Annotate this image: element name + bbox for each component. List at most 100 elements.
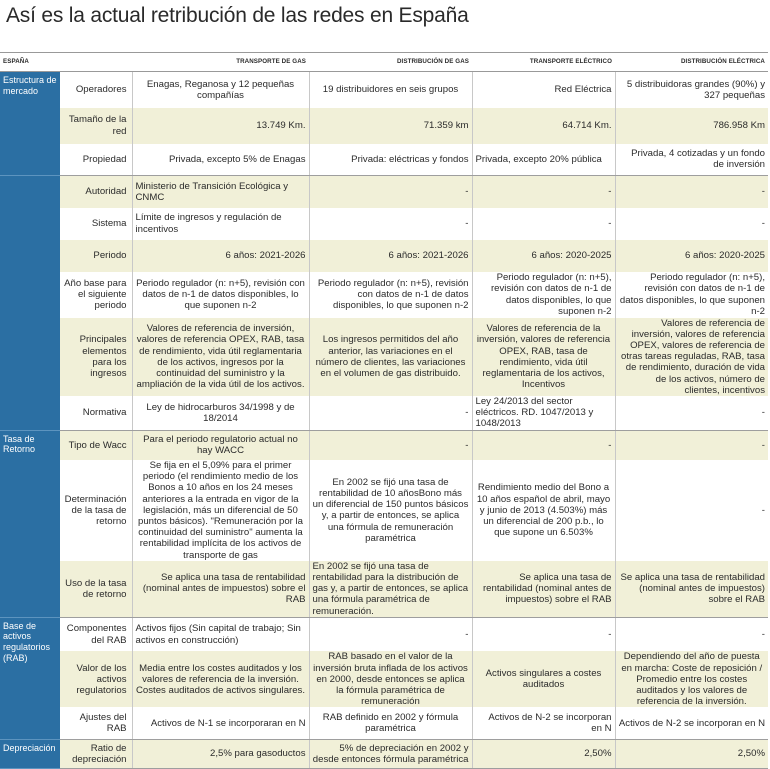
table-header: España Transporte de gas Distribución de… bbox=[0, 52, 768, 72]
value-cell: Se aplica una tasa de rentabilidad (nomi… bbox=[132, 560, 310, 618]
value-cell: Periodo regulador (n: n+5), revisión con… bbox=[615, 271, 768, 318]
value-cell: Activos fijos (Sin capital de trabajo; S… bbox=[132, 617, 310, 652]
retribution-table: España Transporte de gas Distribución de… bbox=[0, 52, 768, 769]
value-cell: - bbox=[309, 395, 473, 431]
row-label: Ajustes del RAB bbox=[60, 707, 133, 740]
value-cell: Privada, excepto 5% de Enagas bbox=[132, 143, 310, 176]
row-label: Uso de la tasa de retorno bbox=[60, 560, 133, 618]
row-label: Determinación de la tasa de retorno bbox=[60, 460, 133, 561]
header-power-transport: Transporte eléctrico bbox=[472, 52, 615, 72]
value-cell: 6 años: 2020-2025 bbox=[472, 239, 616, 272]
value-cell: 2,50% bbox=[615, 739, 768, 769]
value-cell: 6 años: 2020-2025 bbox=[615, 239, 768, 272]
value-cell: Para el periodo regulatorio actual no ha… bbox=[132, 430, 310, 461]
value-cell: Se fija en el 5,09% para el primer perio… bbox=[132, 460, 310, 561]
value-cell: Los ingresos permitidos del año anterior… bbox=[309, 317, 473, 396]
value-cell: Activos de N-1 se incorporaran en N bbox=[132, 707, 310, 740]
value-cell: En 2002 se fijó una tasa de rentabilidad… bbox=[309, 560, 473, 618]
value-cell: 5% de depreciación en 2002 y desde enton… bbox=[309, 739, 473, 769]
table-row: Estructura de mercado Operadores Enagas, R… bbox=[0, 71, 768, 176]
value-cell: - bbox=[309, 207, 473, 240]
value-cell: Activos singulares a costes auditados bbox=[472, 651, 616, 708]
value-cell: Ley 24/2013 del sector eléctricos. RD. 1… bbox=[472, 395, 616, 431]
value-cell: - bbox=[615, 430, 768, 461]
table-row: Propiedad Privada, excepto 5% de Enagas Pr… bbox=[0, 143, 768, 176]
category-cell: Base de activos regulatorios (RAB) bbox=[0, 617, 60, 740]
value-cell: 19 distribuidores en seis grupos bbox=[309, 71, 473, 108]
row-label: Ratio de depreciación bbox=[60, 739, 133, 769]
value-cell: Activos de N-2 se incorporan en N bbox=[615, 707, 768, 740]
row-label: Propiedad bbox=[60, 143, 133, 176]
header-blank bbox=[60, 52, 132, 72]
value-cell: Ley de hidrocarburos 34/1998 y de 18/201… bbox=[132, 395, 310, 431]
value-cell: Privada, 4 cotizadas y un fondo de inver… bbox=[615, 143, 768, 176]
value-cell: En 2002 se fijó una tasa de rentabilidad… bbox=[309, 460, 473, 561]
category-cell: Estructura de mercado bbox=[0, 71, 60, 176]
table-row: Periodo 6 años: 2021-2026 6 años: 2021-202… bbox=[0, 239, 768, 272]
value-cell: 6 años: 2021-2026 bbox=[132, 239, 310, 272]
row-label: Año base para el siguiente periodo bbox=[60, 271, 133, 318]
value-cell: 6 años: 2021-2026 bbox=[309, 239, 473, 272]
row-label: Normativa bbox=[60, 395, 133, 431]
page-title: Así es la actual retribución de las rede… bbox=[6, 4, 469, 27]
value-cell: 786.958 Km bbox=[615, 107, 768, 144]
value-cell: 2,5% para gasoductos bbox=[132, 739, 310, 769]
table-row: Principales elementos para los ingresos V… bbox=[0, 317, 768, 396]
row-label: Componentes del RAB bbox=[60, 617, 133, 652]
value-cell: - bbox=[615, 617, 768, 652]
header-country: España bbox=[0, 52, 60, 72]
row-label: Valor de los activos regulatorios bbox=[60, 651, 133, 708]
value-cell: Privada, excepto 20% pública bbox=[472, 143, 616, 176]
row-label: Periodo bbox=[60, 239, 133, 272]
value-cell: Periodo regulador (n: n+5), revisión con… bbox=[309, 271, 473, 318]
value-cell: RAB definido en 2002 y fórmula paramétri… bbox=[309, 707, 473, 740]
table-row: Autoridad Ministerio de Transición Ecológ… bbox=[0, 175, 768, 431]
value-cell: Valores de referencia de inversión, valo… bbox=[615, 317, 768, 396]
value-cell: - bbox=[472, 175, 616, 208]
value-cell: - bbox=[615, 207, 768, 240]
table-row: Uso de la tasa de retorno Se aplica una t… bbox=[0, 560, 768, 618]
value-cell: Dependiendo del año de puesta en marcha:… bbox=[615, 651, 768, 708]
table-row: Base de activos regulatorios (RAB) Compon… bbox=[0, 617, 768, 740]
value-cell: - bbox=[309, 175, 473, 208]
row-label: Tipo de Wacc bbox=[60, 430, 133, 461]
value-cell: Valores de referencia de la inversión, v… bbox=[472, 317, 616, 396]
value-cell: Media entre los costes auditados y los v… bbox=[132, 651, 310, 708]
value-cell: 13.749 Km. bbox=[132, 107, 310, 144]
category-cell: Depreciación bbox=[0, 739, 60, 769]
table-row: Ajustes del RAB Activos de N-1 se incorpo… bbox=[0, 707, 768, 740]
value-cell: Ministerio de Transición Ecológica y CNM… bbox=[132, 175, 310, 208]
value-cell: 71.359 km bbox=[309, 107, 473, 144]
value-cell: - bbox=[615, 460, 768, 561]
row-label: Autoridad bbox=[60, 175, 133, 208]
table-body: Estructura de mercado Operadores Enagas, R… bbox=[0, 71, 768, 769]
value-cell: - bbox=[615, 175, 768, 208]
value-cell: 2,50% bbox=[472, 739, 616, 769]
header-gas-transport: Transporte de gas bbox=[132, 52, 309, 72]
table-row: Depreciación Ratio de depreciación 2,5% pa… bbox=[0, 739, 768, 769]
row-label: Operadores bbox=[60, 71, 133, 108]
value-cell: Privada: eléctricas y fondos bbox=[309, 143, 473, 176]
value-cell: - bbox=[309, 430, 473, 461]
value-cell: Periodo regulador (n: n+5), revisión con… bbox=[132, 271, 310, 318]
value-cell: Red Eléctrica bbox=[472, 71, 616, 108]
table-row: Sistema Límite de ingresos y regulación d… bbox=[0, 207, 768, 240]
table-row: Tasa de Retorno Tipo de Wacc Para el perio… bbox=[0, 430, 768, 618]
value-cell: RAB basado en el valor de la inversión b… bbox=[309, 651, 473, 708]
row-label: Sistema bbox=[60, 207, 133, 240]
row-label: Principales elementos para los ingresos bbox=[60, 317, 133, 396]
category-cell: Tasa de Retorno bbox=[0, 430, 60, 618]
row-label: Tamaño de la red bbox=[60, 107, 133, 144]
value-cell: Periodo regulador (n: n+5), revisión con… bbox=[472, 271, 616, 318]
value-cell: Enagas, Reganosa y 12 pequeñas compañías bbox=[132, 71, 310, 108]
value-cell: Rendimiento medio del Bono a 10 años esp… bbox=[472, 460, 616, 561]
category-cell bbox=[0, 175, 60, 431]
header-power-distribution: Distribución eléctrica bbox=[615, 52, 768, 72]
table-row: Tamaño de la red 13.749 Km. 71.359 km 64.71… bbox=[0, 107, 768, 144]
value-cell: - bbox=[309, 617, 473, 652]
value-cell: 5 distribuidoras grandes (90%) y 327 peq… bbox=[615, 71, 768, 108]
value-cell: Se aplica una tasa de rentabilidad (nomi… bbox=[615, 560, 768, 618]
value-cell: Se aplica una tasa de rentabilidad (nomi… bbox=[472, 560, 616, 618]
value-cell: Activos de N-2 se incorporan en N bbox=[472, 707, 616, 740]
value-cell: - bbox=[472, 430, 616, 461]
